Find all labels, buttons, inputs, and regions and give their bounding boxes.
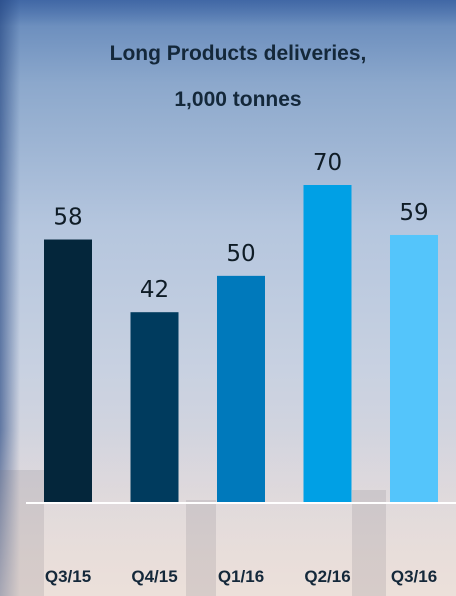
data-label-Q1/16: 50 [226,241,255,267]
data-label-Q2/16: 70 [313,150,342,176]
data-label-Q3/16: 59 [399,200,428,226]
category-label-Q1/16: Q1/16 [218,567,264,586]
bar-Q1/16 [217,275,265,503]
category-label-Q3/16: Q3/16 [391,567,437,586]
background-building [0,470,44,596]
bar-Q3/15 [44,239,92,503]
bar-Q3/16 [390,234,438,503]
background-building [352,490,386,596]
chart-title-line-1: Long Products deliveries, [109,42,367,65]
background-top-band [0,0,456,26]
bar-Q4/15 [130,312,179,503]
background-building [186,500,216,596]
chart-title-line-2: 1,000 tonnes [174,88,302,111]
data-label-Q3/15: 58 [53,205,82,231]
category-label-Q2/16: Q2/16 [304,567,350,586]
category-label-Q3/15: Q3/15 [45,567,91,586]
data-label-Q4/15: 42 [140,277,169,303]
bar-Q2/16 [303,185,352,503]
category-label-Q4/15: Q4/15 [131,567,177,586]
